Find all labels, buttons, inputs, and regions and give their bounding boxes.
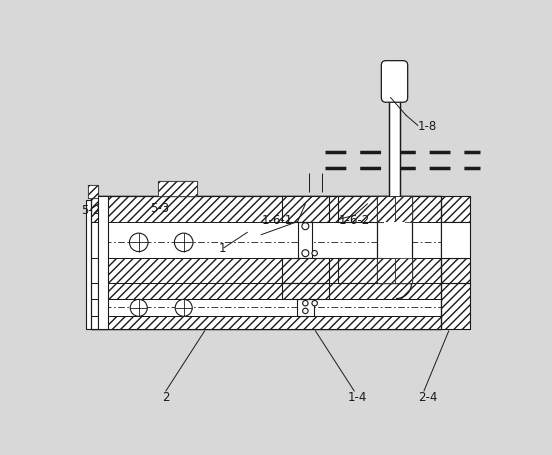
Bar xyxy=(338,258,397,283)
Circle shape xyxy=(130,233,148,252)
Text: 1-4: 1-4 xyxy=(348,390,368,403)
Bar xyxy=(86,201,98,330)
Bar xyxy=(88,186,98,198)
Bar xyxy=(299,222,312,258)
Circle shape xyxy=(130,300,147,317)
Circle shape xyxy=(302,308,308,314)
Circle shape xyxy=(175,300,192,317)
Bar xyxy=(338,197,397,222)
Bar xyxy=(282,283,328,299)
Bar xyxy=(395,258,412,283)
Bar xyxy=(441,283,470,330)
Bar xyxy=(91,299,441,316)
Text: 2: 2 xyxy=(162,390,169,403)
Text: 1-6-2: 1-6-2 xyxy=(339,213,370,226)
Bar xyxy=(88,186,98,198)
Text: 5-2: 5-2 xyxy=(81,203,100,216)
Bar xyxy=(91,258,441,283)
Bar xyxy=(338,258,397,283)
Bar xyxy=(282,197,328,222)
Bar xyxy=(378,197,412,283)
Bar xyxy=(91,197,441,330)
Text: 1-8: 1-8 xyxy=(418,120,437,132)
Circle shape xyxy=(302,250,309,257)
Text: 2-4: 2-4 xyxy=(418,390,437,403)
Circle shape xyxy=(302,223,309,230)
Bar xyxy=(282,258,328,283)
Bar xyxy=(98,197,108,330)
FancyBboxPatch shape xyxy=(381,61,408,103)
Circle shape xyxy=(302,301,308,306)
Bar xyxy=(91,283,441,299)
Circle shape xyxy=(312,301,317,306)
Text: 1: 1 xyxy=(219,242,226,255)
Circle shape xyxy=(174,233,193,252)
Bar xyxy=(158,182,197,197)
Bar xyxy=(441,258,470,283)
Bar xyxy=(282,197,328,222)
Bar xyxy=(389,101,400,197)
Bar xyxy=(395,197,412,222)
Bar xyxy=(91,197,108,222)
Bar xyxy=(441,222,470,258)
Bar xyxy=(91,316,441,330)
Bar xyxy=(441,258,470,283)
Bar xyxy=(282,258,328,283)
Bar xyxy=(158,182,197,197)
Bar xyxy=(441,283,470,330)
Text: 5-3: 5-3 xyxy=(150,202,169,215)
Bar xyxy=(297,299,314,316)
Bar xyxy=(384,222,405,258)
Bar xyxy=(91,222,441,258)
Bar xyxy=(441,197,470,222)
Bar xyxy=(91,197,441,222)
Bar xyxy=(378,258,395,283)
Bar xyxy=(441,197,470,222)
Bar xyxy=(282,283,328,299)
Circle shape xyxy=(312,251,317,256)
Bar xyxy=(338,197,397,222)
Bar xyxy=(378,197,395,222)
Text: 1-6-1: 1-6-1 xyxy=(261,213,293,226)
